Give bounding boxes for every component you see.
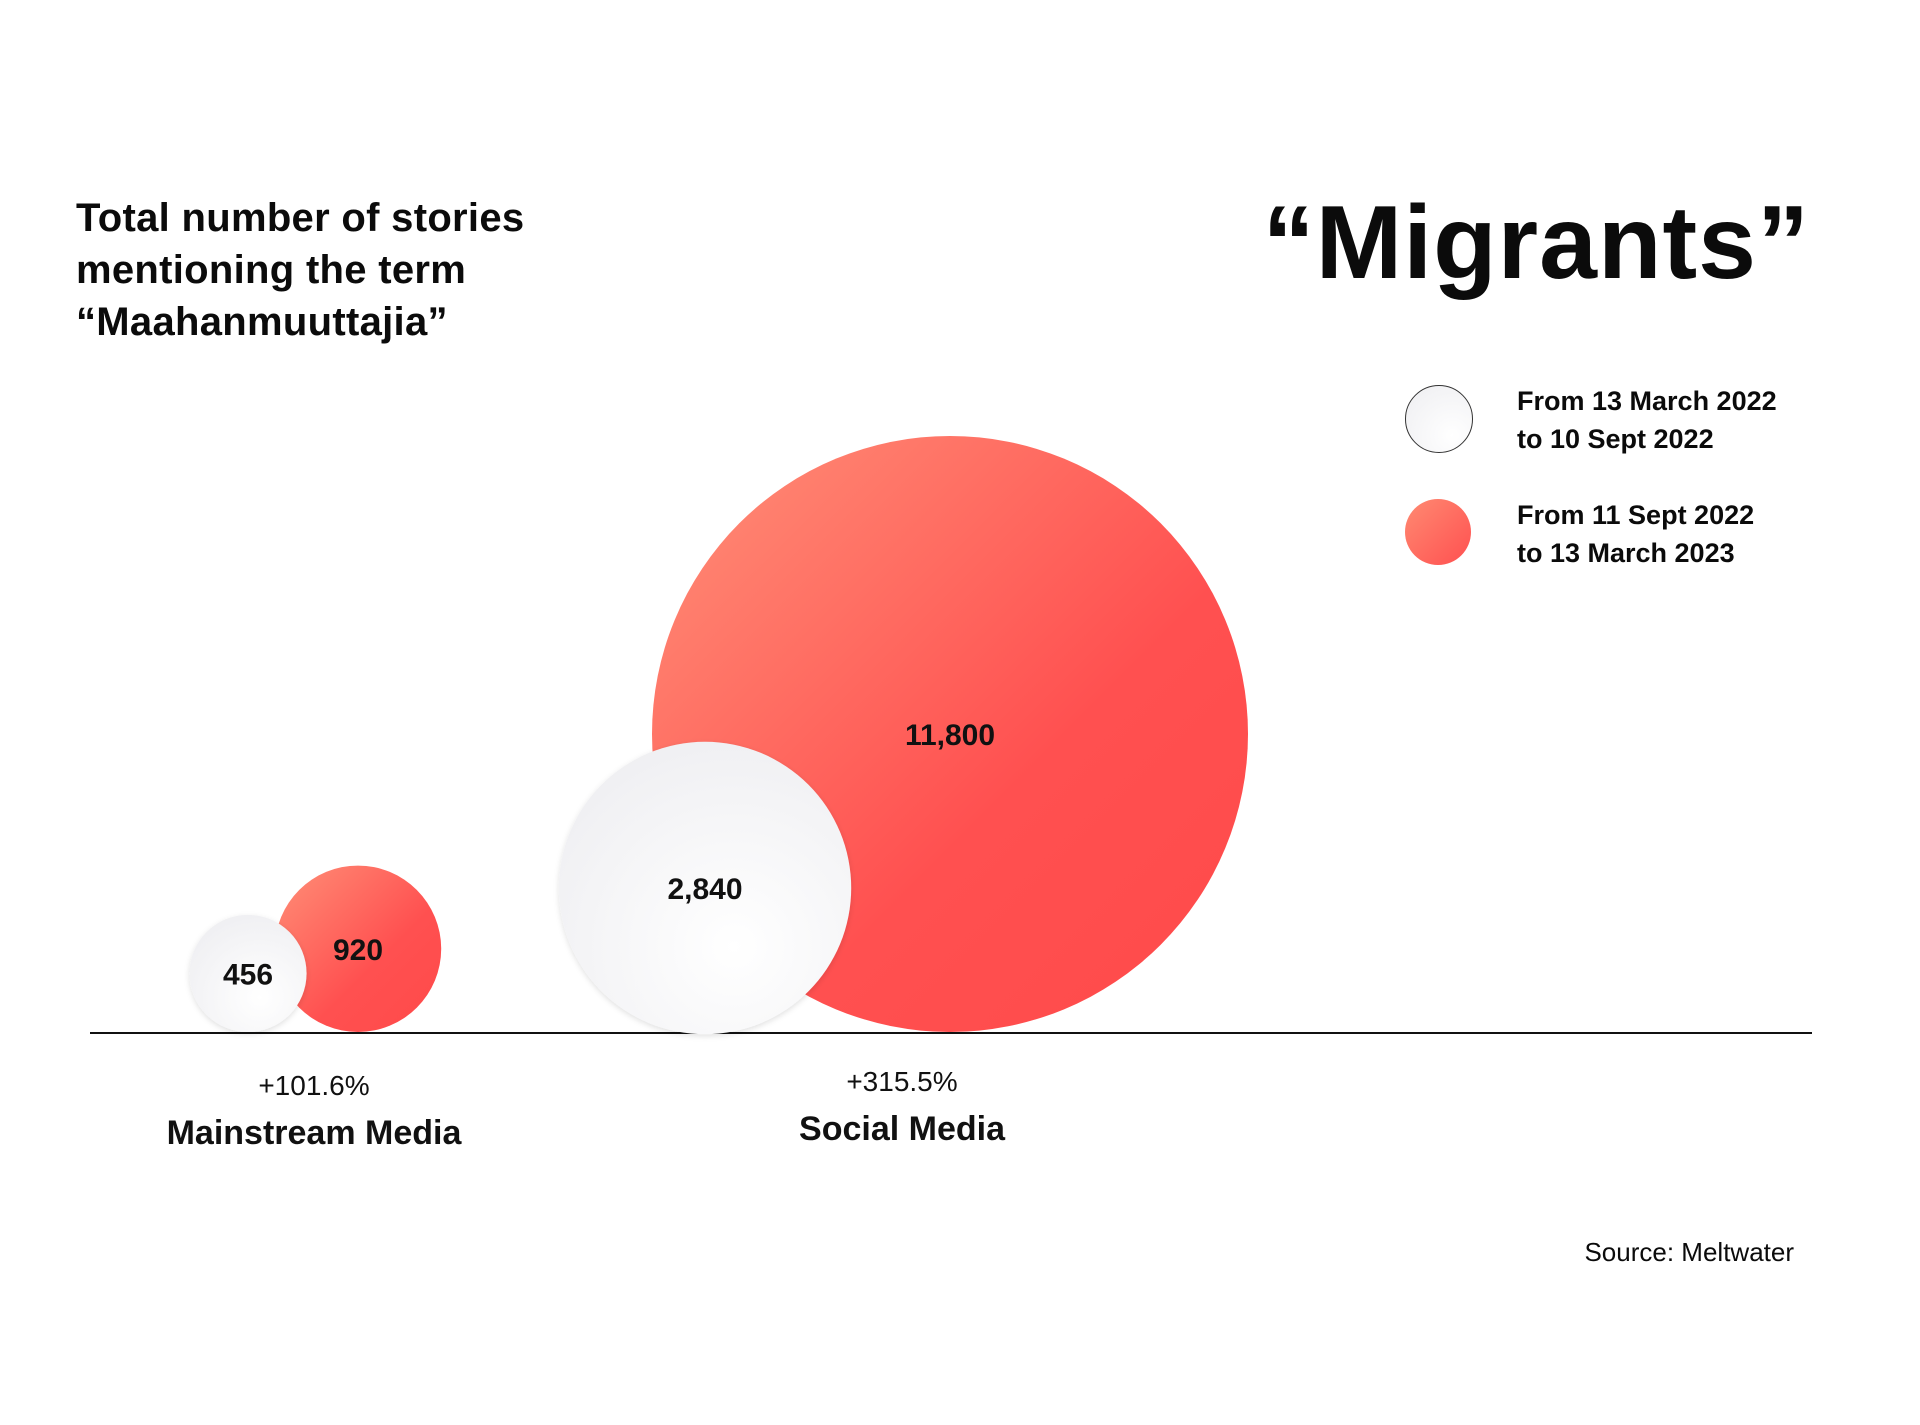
bubble-period-1-0 <box>189 914 307 1032</box>
legend-label-period-2-line-1: From 11 Sept 2022 <box>1517 500 1755 530</box>
legend-label-period-2-line-2: to 13 March 2023 <box>1517 538 1735 568</box>
headline-term: “Migrants” <box>1262 185 1810 301</box>
legend-item-period-2: From 11 Sept 2022 to 13 March 2023 <box>1405 494 1845 570</box>
legend-label-period-1: From 13 March 2022 to 10 Sept 2022 <box>1517 382 1847 458</box>
category-label-0: Mainstream Media <box>167 1114 463 1152</box>
value-label-period-1-0: 456 <box>223 958 273 991</box>
legend-swatch-period-1 <box>1405 385 1473 453</box>
change-label-1: +315.5% <box>846 1066 957 1097</box>
title-line-3: “Maahanmuuttajia” <box>76 300 448 344</box>
chart-title: Total number of stories mentioning the t… <box>76 192 696 348</box>
legend-label-period-1-line-1: From 13 March 2022 <box>1517 386 1777 416</box>
legend-item-period-1: From 13 March 2022 to 10 Sept 2022 <box>1405 380 1845 456</box>
legend-label-period-1-line-2: to 10 Sept 2022 <box>1517 424 1714 454</box>
value-label-period-2-0: 920 <box>333 934 383 967</box>
change-label-0: +101.6% <box>258 1070 369 1101</box>
source-note: Source: Meltwater <box>1584 1237 1794 1267</box>
value-label-period-2-1: 11,800 <box>905 719 995 752</box>
title-line-2: mentioning the term <box>76 248 467 292</box>
value-label-period-1-1: 2,840 <box>667 873 742 906</box>
title-line-1: Total number of stories <box>76 196 525 240</box>
bubble-period-2-0 <box>274 865 442 1032</box>
category-label-1: Social Media <box>799 1110 1006 1148</box>
bubble-period-1-1 <box>558 741 852 1035</box>
legend: From 13 March 2022 to 10 Sept 2022 From … <box>1405 380 1845 608</box>
legend-label-period-2: From 11 Sept 2022 to 13 March 2023 <box>1517 496 1847 572</box>
legend-swatch-period-2 <box>1405 499 1471 565</box>
